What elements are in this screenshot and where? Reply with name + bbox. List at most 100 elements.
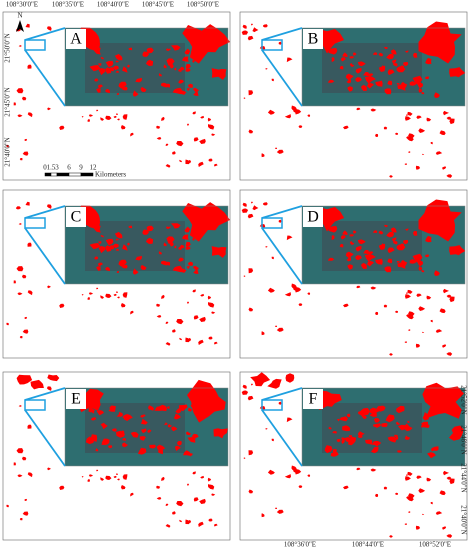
red-patch <box>190 404 194 408</box>
red-patch <box>108 445 113 449</box>
red-patch <box>113 65 119 71</box>
red-patch <box>421 92 425 95</box>
red-patch <box>408 493 415 498</box>
red-patch <box>443 288 449 294</box>
red-patch <box>120 485 126 490</box>
red-patch <box>98 68 106 76</box>
red-patch <box>443 110 449 116</box>
red-patch <box>193 497 199 502</box>
red-patch <box>381 243 385 247</box>
zoom-box <box>24 399 46 411</box>
red-patch <box>100 117 104 121</box>
red-patch <box>435 511 443 515</box>
red-patch <box>182 234 189 240</box>
red-patch <box>185 246 191 250</box>
red-patch <box>100 56 104 60</box>
red-patch <box>372 52 378 55</box>
red-patch <box>178 257 184 262</box>
right-axis-label: 21°40'0"N <box>459 505 467 534</box>
red-patch <box>172 511 176 515</box>
red-patch <box>293 109 297 113</box>
red-patch <box>207 117 212 122</box>
zoom-box <box>261 399 283 411</box>
inset-border <box>301 27 466 107</box>
inset-border <box>301 205 466 285</box>
red-patch <box>349 56 354 59</box>
red-patch <box>443 470 449 476</box>
red-patch <box>145 237 153 245</box>
red-patch <box>265 68 268 70</box>
red-patch <box>122 292 128 298</box>
red-patch <box>274 147 278 149</box>
red-patch <box>328 48 338 55</box>
red-patch <box>116 291 118 293</box>
red-patch <box>276 327 284 332</box>
red-patch <box>389 535 393 538</box>
red-patch <box>241 208 249 213</box>
red-patch <box>167 424 173 428</box>
inset-border <box>301 387 466 467</box>
red-patch <box>171 223 181 229</box>
red-patch <box>179 519 182 523</box>
red-patch <box>324 445 333 454</box>
red-patch <box>345 251 354 258</box>
red-patch <box>97 241 102 244</box>
scale-tick-label: 6 <box>67 164 71 172</box>
red-patch <box>247 395 254 401</box>
red-patch <box>267 287 275 293</box>
red-patch <box>418 88 423 93</box>
red-patch <box>149 444 156 449</box>
red-patch <box>109 245 114 250</box>
red-patch <box>135 77 142 83</box>
red-patch <box>118 259 127 267</box>
red-patch <box>340 235 346 240</box>
red-patch <box>425 57 432 65</box>
red-patch <box>161 260 169 266</box>
red-patch <box>422 331 425 333</box>
red-patch <box>22 329 29 334</box>
red-patch <box>98 84 103 89</box>
red-patch <box>336 418 340 422</box>
red-patch <box>135 255 142 261</box>
red-patch <box>163 422 168 425</box>
scale-segment <box>56 172 70 177</box>
zoom-line <box>24 409 66 467</box>
red-patch <box>158 73 162 77</box>
red-patch <box>407 289 413 294</box>
red-patch <box>370 108 377 112</box>
red-patch <box>405 474 409 476</box>
red-patch <box>394 492 399 495</box>
red-patch <box>343 303 349 308</box>
red-patch <box>357 433 363 437</box>
red-patch <box>389 353 393 356</box>
red-patch <box>178 90 187 95</box>
red-patch <box>123 414 133 422</box>
scale-unit: Kilometers <box>95 171 126 179</box>
red-patch <box>375 258 383 265</box>
red-patch <box>267 378 282 389</box>
red-patch <box>187 123 189 126</box>
red-patch <box>175 408 182 414</box>
red-patch <box>442 166 447 170</box>
red-patch <box>132 268 139 275</box>
red-patch <box>355 77 362 83</box>
scale-segment <box>50 172 58 177</box>
red-patch <box>176 501 184 507</box>
red-patch <box>167 525 170 528</box>
red-patch <box>199 138 206 144</box>
red-patch <box>439 308 446 314</box>
red-patch <box>115 248 119 251</box>
red-patch <box>278 401 282 405</box>
red-patch <box>392 241 398 245</box>
red-patch <box>404 423 413 432</box>
red-patch <box>122 114 128 120</box>
red-patch <box>213 428 228 439</box>
red-patch <box>357 61 366 67</box>
red-patch <box>365 439 373 445</box>
zoom-line <box>261 49 303 107</box>
red-patch <box>116 93 120 96</box>
red-patch <box>186 87 190 91</box>
red-patch <box>401 259 408 265</box>
red-patch <box>13 102 16 106</box>
red-patch <box>383 46 389 50</box>
